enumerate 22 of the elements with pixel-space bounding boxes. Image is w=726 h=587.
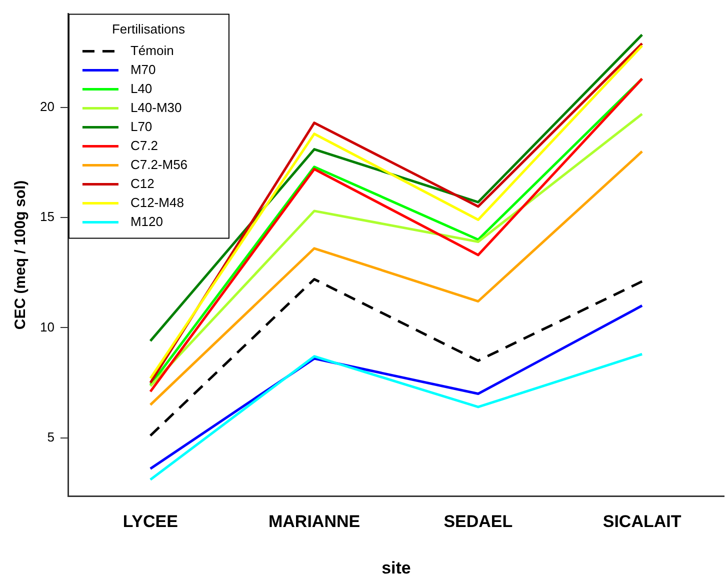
y-tick-label: 5 bbox=[47, 429, 54, 444]
legend-label: C7.2-M56 bbox=[130, 156, 188, 172]
legend-label: L40-M30 bbox=[130, 100, 182, 115]
line-series bbox=[149, 278, 644, 437]
legend-label: L70 bbox=[130, 118, 152, 134]
y-tick-label: 20 bbox=[40, 98, 54, 114]
x-tick-label: SEDAEL bbox=[444, 512, 513, 532]
legend-label: M120 bbox=[130, 214, 163, 229]
x-axis-title: site bbox=[382, 558, 411, 578]
legend-label: C12-M48 bbox=[130, 194, 184, 210]
legend-label: C12 bbox=[130, 176, 154, 191]
y-axis-title: CEC (meq / 100g sol) bbox=[12, 180, 30, 330]
x-tick-label: LYCEE bbox=[122, 512, 178, 532]
legend-label: Témoin bbox=[130, 42, 174, 58]
y-tick-label: 10 bbox=[40, 319, 54, 334]
legend-label: L40 bbox=[130, 80, 152, 96]
legend-label: C7.2 bbox=[130, 138, 158, 153]
x-tick-label: MARIANNE bbox=[268, 512, 360, 532]
x-tick-label: SICALAIT bbox=[602, 512, 682, 532]
legend-title: Fertilisations bbox=[112, 21, 186, 36]
legend-label: M70 bbox=[130, 62, 156, 77]
y-tick-label: 15 bbox=[40, 209, 54, 224]
